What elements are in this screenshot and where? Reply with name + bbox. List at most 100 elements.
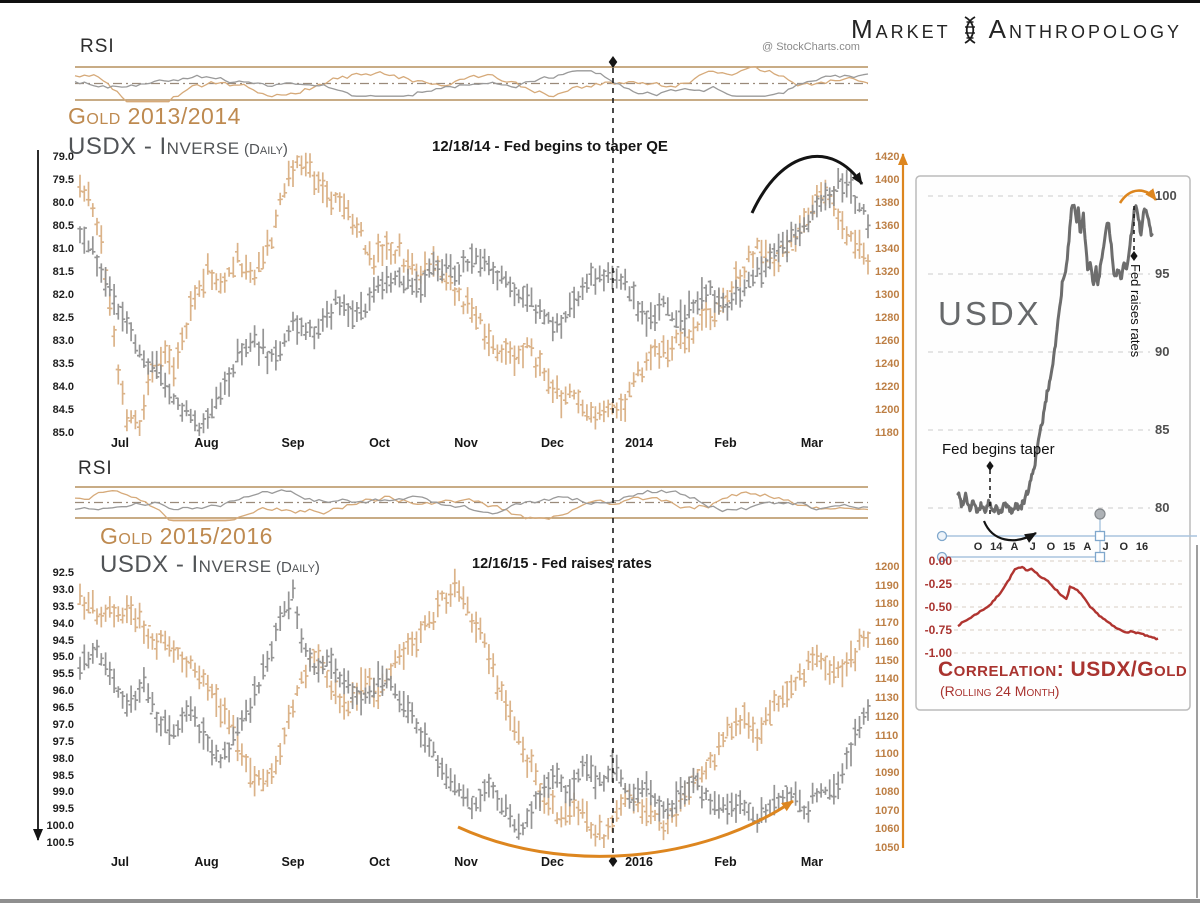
axis-tick-label: 1400 [875,174,900,186]
axis-tick-label: 1190 [875,579,899,592]
axis-tick-label: 1150 [875,654,899,667]
axis-tick-label: 2016 [625,855,653,869]
axis-tick-label: Mar [800,436,824,450]
axis-tick-label: O [1119,541,1129,553]
correlation-subtitle: (Rolling 24 Month) [940,683,1060,699]
axis-tick-label: 92.5 [52,567,74,579]
axis-tick-label: 1200 [875,561,900,573]
fed-begins-taper-annotation: Fed begins taper [942,441,1055,458]
axis-tick-label: 1070 [875,804,900,817]
axis-tick-label: 79.0 [52,151,74,163]
chart2-event-annotation: 12/16/15 - Fed raises rates [472,556,652,572]
ohlc-series-gold [77,568,871,848]
axis-tick-label: Jul [110,436,130,450]
axis-tick-label: Oct [369,855,390,869]
axis-tick-label: J [1029,541,1036,553]
axis-tick-label: 97.0 [52,718,74,731]
axis-tick-label: 98.0 [52,752,74,765]
bottom-edge-line [0,899,1200,903]
axis-tick-label: 1140 [875,673,899,686]
brand-left-text: Market [850,14,951,44]
chart1-usdx-title: USDX - Inverse [68,133,240,160]
axis-tick-label: 1180 [875,598,899,611]
correlation-line-series [957,565,1159,641]
axis-tick-label: 84.5 [52,404,74,416]
axis-tick-label: Oct [369,436,390,450]
axis-tick-label: 96.5 [52,702,74,714]
usdx-top-curve-arrow [750,154,864,214]
axis-tick-label: 85 [1155,422,1170,437]
axis-tick-label: 93.5 [52,600,74,613]
axis-tick-label: 1300 [875,289,900,301]
axis-tick-label: 16 [1135,541,1149,553]
stockcharts-attribution: @ StockCharts.com [762,41,860,53]
axis-tick-label: 1100 [875,748,899,761]
axis-tick-label: 1340 [875,243,900,255]
chart2-gold-title: Gold 2015/2016 [100,523,273,549]
top-edge-line [0,0,1200,3]
axis-tick-label: 1050 [875,841,900,854]
axis-tick-label: -1.00 [924,646,952,660]
chart2-usdx-title-suffix: (Daily) [276,559,320,576]
axis-tick-label: Dec [541,855,564,869]
axis-tick-label: 1220 [875,381,900,393]
axis-tick-label: 85.0 [52,427,74,439]
axis-tick-label: -0.50 [924,600,952,614]
axis-tick-label: 95.0 [52,651,74,664]
axis-tick-label: 100.0 [46,820,74,833]
axis-tick-label: 1120 [875,710,899,723]
selection-handle-square [1094,551,1106,563]
chart1-gold-title: Gold 2013/2014 [68,103,241,129]
axis-tick-label: 1260 [875,335,900,347]
axis-tick-label: J [1102,541,1109,553]
axis-tick-label: 93.0 [52,583,74,596]
axis-tick-label: Dec [541,436,564,450]
axis-tick-label: Sep [281,855,305,869]
axis-tick-label: 95.5 [52,668,74,681]
brand-right-text: Anthropology [988,14,1182,44]
axis-tick-label: 2014 [625,436,653,450]
selection-handle-circle [936,530,948,542]
axis-tick-label: 1160 [875,635,899,648]
brand-logo: Market Anthropology [851,14,1182,45]
axis-tick-label: 1130 [875,692,899,705]
ohlc-series-usdx [77,168,871,436]
axis-tick-label: 1420 [875,151,900,163]
axis-tick-label: Sep [281,436,305,450]
axis-tick-label: 1170 [875,617,899,630]
axis-tick-label: 81.0 [52,243,74,255]
axis-tick-label: 94.5 [52,634,74,647]
axis-tick-label: 96.0 [52,685,74,698]
ohlc-series-usdx [77,579,871,840]
axis-tick-label: 83.5 [52,358,74,370]
axis-tick-label: 0.00 [928,554,952,568]
axis-tick-label: A [1083,541,1092,553]
axis-tick-label: 82.0 [52,289,74,301]
axis-tick-label: 83.0 [52,335,74,347]
axis-tick-label: 80 [1155,500,1170,515]
axis-tick-label: 15 [1062,541,1076,553]
axis-tick-label: 80.0 [52,197,74,209]
axis-tick-label: 94.0 [52,617,74,630]
axis-tick-label: 84.0 [52,381,74,393]
axis-tick-label: Aug [194,855,219,869]
axis-tick-label: 1280 [875,312,900,324]
axis-tick-label: A [1010,541,1019,553]
chart1-usdx-title-suffix: (Daily) [244,141,288,158]
axis-tick-label: 1320 [875,266,900,278]
selection-handle-circle [936,551,948,563]
axis-tick-label: Feb [714,855,737,869]
axis-tick-label: Nov [454,436,478,450]
axis-tick-label: -0.25 [924,577,952,591]
correlation-title: Correlation: USDX/Gold [938,658,1188,681]
axis-tick-label: 1200 [875,404,900,416]
axis-tick-label: 100.5 [46,837,74,849]
axis-tick-label: 1360 [875,220,900,232]
rsi-label-bottom: RSI [78,458,113,479]
axis-tick-label: 1080 [875,785,900,798]
selection-handle-circle [1094,508,1106,520]
rsi-label-top: RSI [80,36,115,57]
axis-tick-label: Mar [800,855,824,869]
axis-tick-label: Nov [454,855,478,869]
